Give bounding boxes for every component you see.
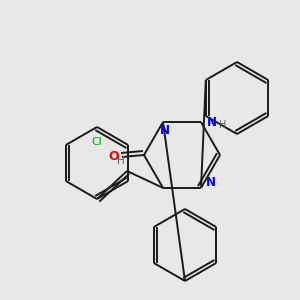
Text: H: H bbox=[219, 120, 227, 130]
Text: N: N bbox=[206, 176, 216, 189]
Text: N: N bbox=[160, 124, 170, 136]
Text: O: O bbox=[109, 151, 119, 164]
Text: Cl: Cl bbox=[92, 137, 102, 147]
Text: H: H bbox=[117, 156, 125, 166]
Text: N: N bbox=[207, 116, 217, 129]
